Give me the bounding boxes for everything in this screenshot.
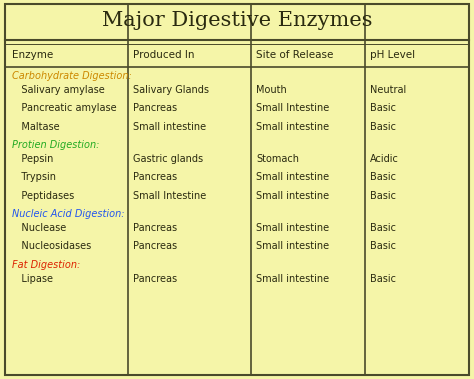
- Text: Fat Digestion:: Fat Digestion:: [12, 260, 80, 269]
- Text: Pancreatic amylase: Pancreatic amylase: [12, 103, 117, 113]
- Text: Basic: Basic: [370, 172, 396, 182]
- Text: Basic: Basic: [370, 191, 396, 200]
- Text: Basic: Basic: [370, 223, 396, 233]
- Text: Basic: Basic: [370, 241, 396, 251]
- Text: Small Intestine: Small Intestine: [133, 191, 206, 200]
- Text: Pancreas: Pancreas: [133, 223, 177, 233]
- Text: Pancreas: Pancreas: [133, 274, 177, 284]
- Text: Mouth: Mouth: [256, 85, 287, 95]
- Text: Basic: Basic: [370, 274, 396, 284]
- Text: Neutral: Neutral: [370, 85, 406, 95]
- Text: Small intestine: Small intestine: [256, 241, 329, 251]
- Text: pH Level: pH Level: [370, 50, 415, 60]
- Text: Trypsin: Trypsin: [12, 172, 56, 182]
- Text: Salivary Glands: Salivary Glands: [133, 85, 209, 95]
- Text: Lipase: Lipase: [12, 274, 53, 284]
- Text: Small intestine: Small intestine: [256, 223, 329, 233]
- Text: Basic: Basic: [370, 103, 396, 113]
- Text: Gastric glands: Gastric glands: [133, 154, 203, 164]
- Text: Stomach: Stomach: [256, 154, 299, 164]
- Text: Pancreas: Pancreas: [133, 172, 177, 182]
- Text: Pancreas: Pancreas: [133, 241, 177, 251]
- Text: Produced In: Produced In: [133, 50, 194, 60]
- Text: Small intestine: Small intestine: [256, 122, 329, 132]
- Text: Small intestine: Small intestine: [256, 274, 329, 284]
- Text: Nucleosidases: Nucleosidases: [12, 241, 91, 251]
- Text: Pepsin: Pepsin: [12, 154, 53, 164]
- Text: Small intestine: Small intestine: [256, 172, 329, 182]
- Text: Small intestine: Small intestine: [133, 122, 206, 132]
- Text: Maltase: Maltase: [12, 122, 59, 132]
- Text: Major Digestive Enzymes: Major Digestive Enzymes: [102, 11, 372, 30]
- Text: Protien Digestion:: Protien Digestion:: [12, 140, 99, 150]
- Text: Nuclease: Nuclease: [12, 223, 66, 233]
- Text: Acidic: Acidic: [370, 154, 399, 164]
- Text: Basic: Basic: [370, 122, 396, 132]
- Text: Peptidases: Peptidases: [12, 191, 74, 200]
- Text: Enzyme: Enzyme: [12, 50, 53, 60]
- Text: Pancreas: Pancreas: [133, 103, 177, 113]
- Text: Carbohydrate Digestion:: Carbohydrate Digestion:: [12, 71, 132, 81]
- Text: Salivary amylase: Salivary amylase: [12, 85, 105, 95]
- Text: Nucleic Acid Digestion:: Nucleic Acid Digestion:: [12, 209, 124, 219]
- Text: Site of Release: Site of Release: [256, 50, 333, 60]
- Text: Small Intestine: Small Intestine: [256, 103, 329, 113]
- Text: Small intestine: Small intestine: [256, 191, 329, 200]
